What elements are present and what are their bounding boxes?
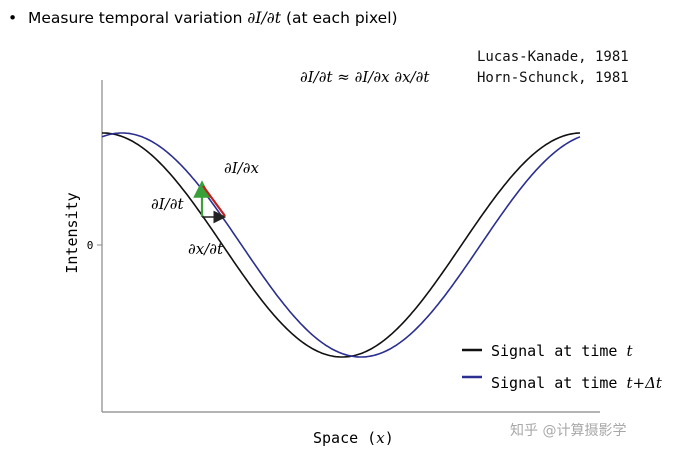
legend-label-t-plus-dt: Signal at time t+Δt <box>491 374 663 392</box>
dIdx-label: ∂I/∂x <box>224 159 259 177</box>
legend-label-t: Signal at time t <box>491 342 633 360</box>
header-math: ∂I/∂t <box>247 9 282 27</box>
y-tick-zero-label: 0 <box>87 239 94 252</box>
reference-lucas-kanade: Lucas-Kanade, 1981 <box>477 49 629 65</box>
header-text: Measure temporal variation <box>28 9 248 27</box>
signal-curve-t-plus-dt <box>101 132 581 358</box>
header-suffix: (at each pixel) <box>281 9 398 27</box>
signal-curve-t <box>102 132 581 358</box>
dxdt-label: ∂x/∂t <box>188 240 224 258</box>
dIdt-label: ∂I/∂t <box>151 195 184 213</box>
brightness-constancy-equation: ∂I/∂t ≈ ∂I/∂x ∂x/∂t <box>300 68 430 86</box>
x-axis-label: Space (x) <box>313 429 394 447</box>
y-axis-label: Intensity <box>63 192 81 273</box>
watermark-logo: 知乎 @计算摄影学 <box>510 423 627 439</box>
reference-horn-schunck: Horn-Schunck, 1981 <box>477 70 629 86</box>
spatial-gradient-segment <box>202 185 226 217</box>
bullet-marker: • <box>8 9 18 27</box>
header-bullet-line: • Measure temporal variation ∂I/∂t (at ea… <box>8 9 398 27</box>
